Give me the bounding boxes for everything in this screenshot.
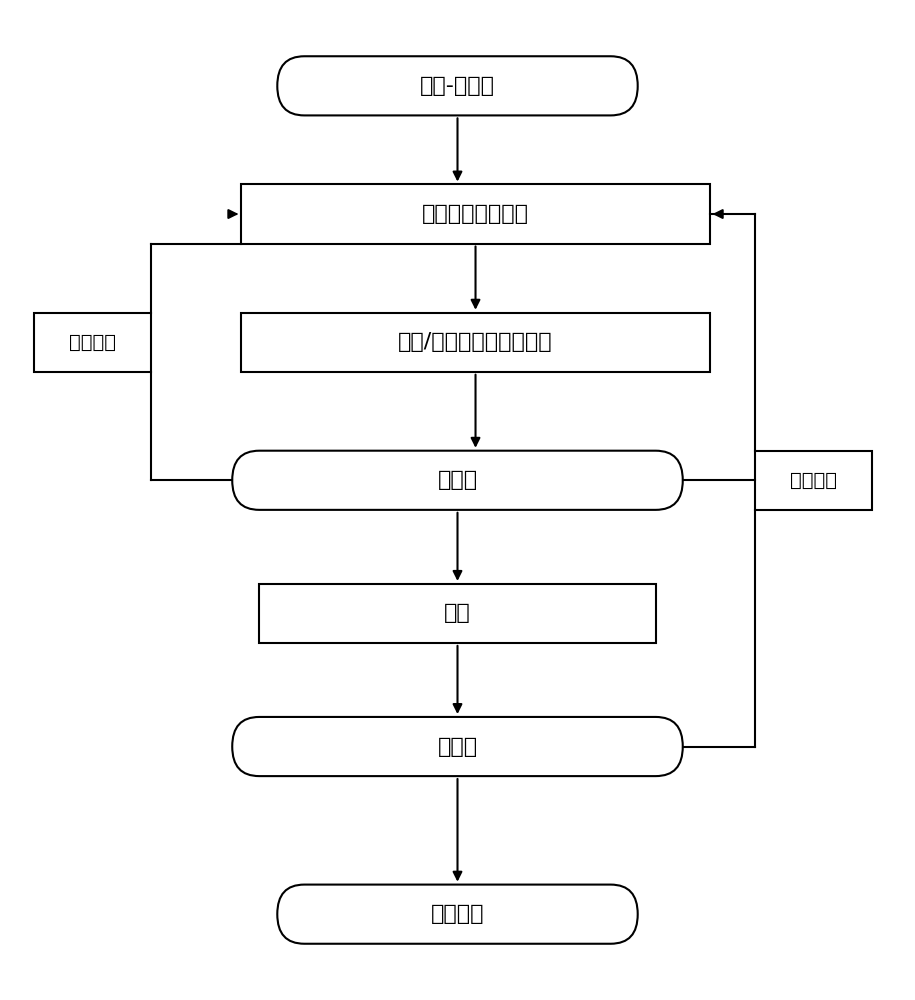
FancyBboxPatch shape [259,584,656,643]
FancyBboxPatch shape [242,313,710,372]
FancyBboxPatch shape [34,313,151,372]
FancyBboxPatch shape [232,451,683,510]
Text: 烧成: 烧成 [444,603,471,623]
FancyBboxPatch shape [242,184,710,244]
Text: 溶胶-凝胶液: 溶胶-凝胶液 [420,76,495,96]
Text: 凝胶膜: 凝胶膜 [437,470,478,490]
Text: 反复进行: 反复进行 [790,471,837,490]
FancyBboxPatch shape [755,451,872,510]
Text: 干燥/临时烧成（加热板）: 干燥/临时烧成（加热板） [398,332,553,352]
Text: 反复进行: 反复进行 [69,333,116,352]
FancyBboxPatch shape [277,885,638,944]
FancyBboxPatch shape [277,56,638,115]
Text: 涂布（旋转涂布）: 涂布（旋转涂布） [422,204,529,224]
Text: 烧成层: 烧成层 [437,737,478,757]
FancyBboxPatch shape [232,717,683,776]
Text: 鐵电薄膜: 鐵电薄膜 [431,904,484,924]
